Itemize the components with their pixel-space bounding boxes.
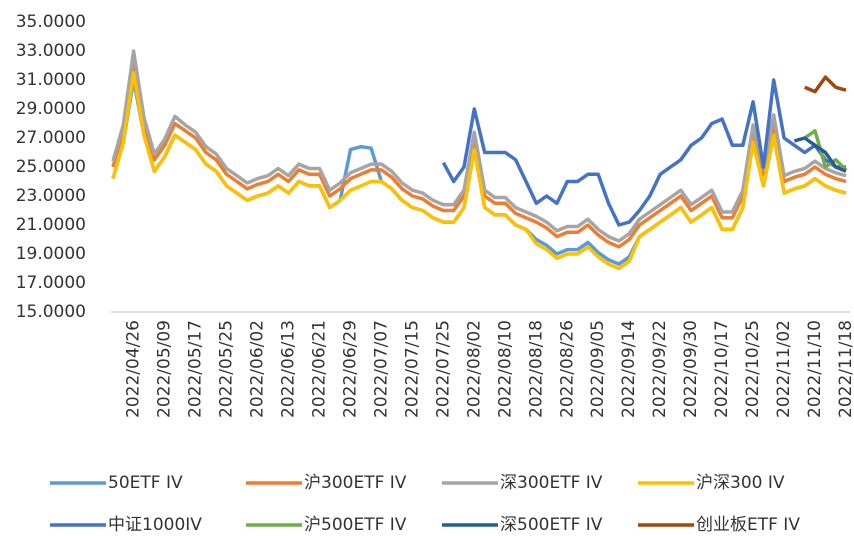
y-tick-label: 35.0000 [16,12,86,32]
x-tick-label: 2022/07/07 [371,320,391,418]
series-line [111,71,847,271]
x-tick-label: 2022/09/30 [681,320,701,418]
x-tick-label: 2022/05/17 [186,320,206,418]
legend-label: 沪深300 IV [696,473,785,493]
y-tick-label: 29.0000 [16,99,86,119]
x-tick-label: 2022/10/17 [712,320,732,418]
x-tick-label: 2022/06/29 [340,320,360,418]
series-line [804,75,847,94]
x-tick-label: 2022/05/09 [155,320,175,418]
x-tick-label: 2022/09/05 [588,320,608,418]
y-tick-label: 17.0000 [16,273,86,293]
legend-label: 50ETF IV [108,473,183,493]
y-tick-label: 27.0000 [16,128,86,148]
x-tick-label: 2022/08/02 [464,320,484,418]
legend-label: 深300ETF IV [500,473,603,493]
y-tick-label: 15.0000 [16,302,86,322]
y-tick-label: 21.0000 [16,215,86,235]
legend-label: 中证1000IV [108,515,202,535]
x-tick-label: 2022/09/14 [619,320,639,418]
x-tick-label: 2022/06/13 [279,320,299,418]
series-line [441,78,846,227]
x-tick-label: 2022/11/18 [836,320,854,418]
x-tick-label: 2022/05/25 [217,320,237,418]
series-line [803,129,848,172]
legend-label: 沪500ETF IV [304,515,407,535]
y-tick-label: 25.0000 [16,157,86,177]
legend-label: 深500ETF IV [500,515,603,535]
y-tick-label: 31.0000 [16,70,86,90]
x-tick-label: 2022/07/25 [433,320,453,418]
x-tick-label: 2022/11/02 [774,320,794,418]
legend-label: 创业板ETF IV [696,515,800,535]
y-tick-label: 33.0000 [16,41,86,61]
x-tick-label: 2022/08/26 [557,320,577,418]
legend-label: 沪300ETF IV [304,473,407,493]
x-tick-label: 2022/04/26 [124,320,144,418]
x-tick-label: 2022/09/22 [650,320,670,418]
x-tick-label: 2022/11/10 [805,320,825,418]
x-tick-label: 2022/06/21 [309,320,329,418]
y-tick-label: 19.0000 [16,244,86,264]
x-tick-label: 2022/10/25 [743,320,763,418]
series-line [793,136,847,173]
x-tick-label: 2022/06/02 [248,320,268,418]
series-line [111,49,847,243]
x-tick-label: 2022/08/10 [495,320,515,418]
x-tick-label: 2022/07/15 [402,320,422,418]
x-tick-label: 2022/08/18 [526,320,546,418]
y-tick-label: 23.0000 [16,186,86,206]
